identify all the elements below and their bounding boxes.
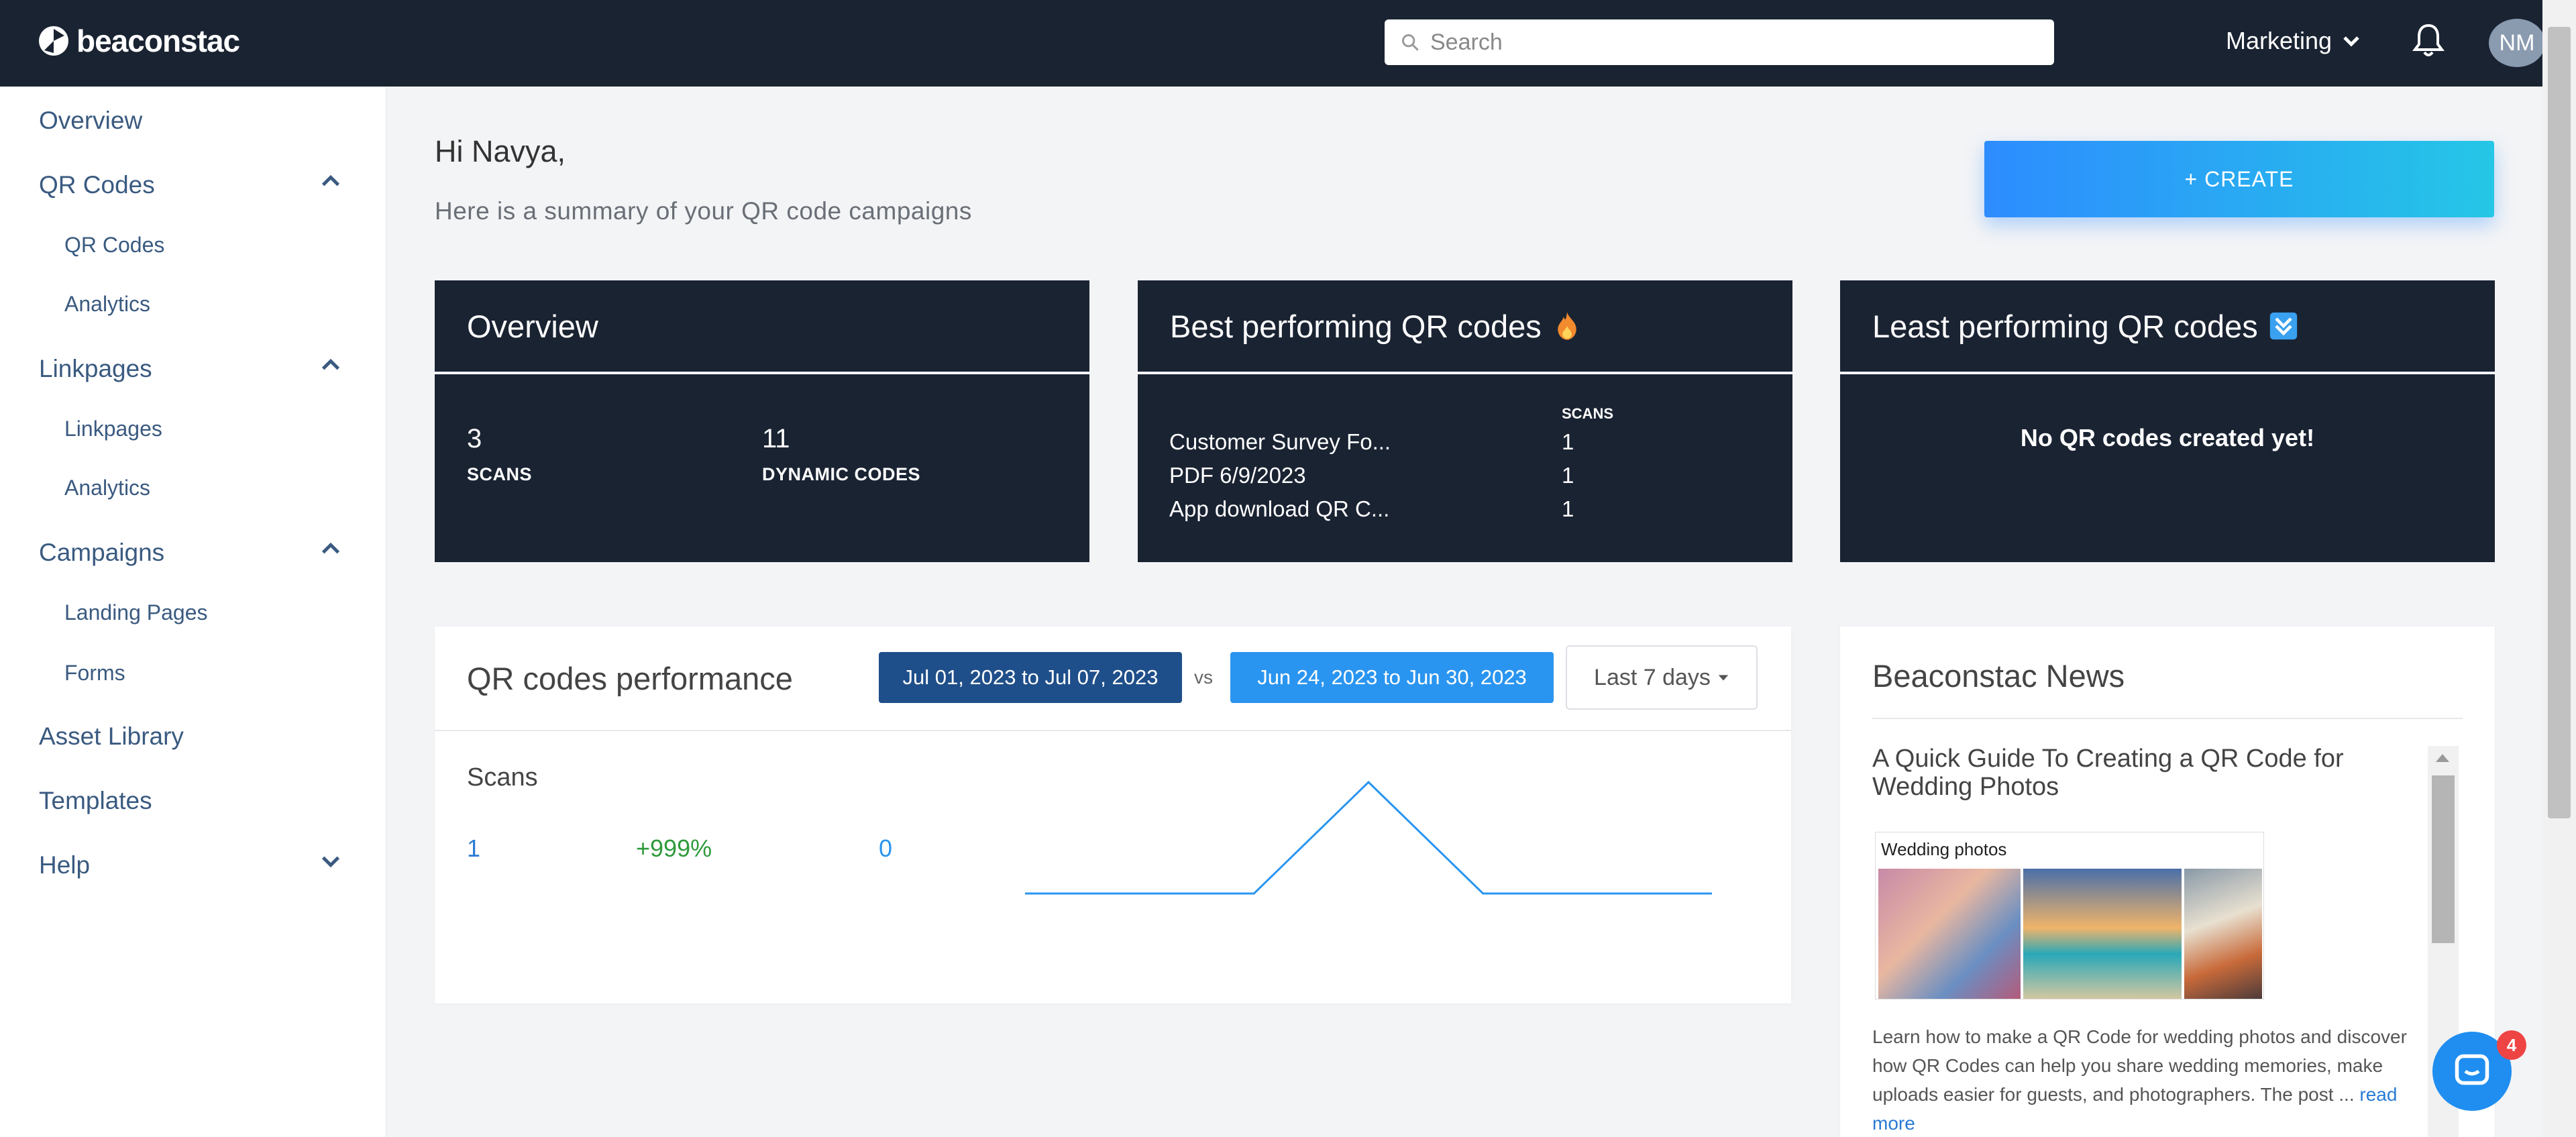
article-image-caption: Wedding photos — [1881, 839, 2007, 859]
sidebar-item-overview[interactable]: Overview — [39, 107, 143, 134]
logo-text: beaconstac — [76, 23, 240, 58]
search-icon — [1402, 34, 1419, 51]
previous-date-range[interactable]: Jun 24, 2023 to Jun 30, 2023 — [1230, 652, 1554, 703]
scans-series-line — [1025, 780, 1712, 895]
performance-divider — [435, 730, 1791, 731]
read-more-link[interactable]: read more — [1872, 1084, 2398, 1134]
chat-notification-badge: 4 — [2497, 1030, 2526, 1060]
sidebar-item-qr-analytics[interactable]: Analytics — [64, 292, 151, 316]
performance-title: QR codes performance — [467, 661, 793, 696]
overview-card-title: Overview — [435, 280, 1089, 374]
sidebar-group-help[interactable]: Help — [39, 851, 91, 879]
sidebar: Overview QR Codes QR Codes Analytics Lin… — [0, 87, 386, 1137]
top-bar: beaconstac Marketing NM — [0, 0, 2576, 87]
scans-label: SCANS — [467, 464, 533, 484]
article-excerpt: Learn how to make a QR Code for wedding … — [1872, 1022, 2429, 1137]
article-title[interactable]: A Quick Guide To Creating a QR Code for … — [1872, 745, 2344, 801]
metric-label: Scans — [467, 763, 538, 792]
wedding-photo-2 — [2023, 869, 2182, 999]
fire-icon — [1558, 312, 1576, 340]
chevron-up-icon[interactable] — [319, 354, 342, 376]
current-date-range[interactable]: Jul 01, 2023 to Jul 07, 2023 — [879, 652, 1182, 703]
best-row-name[interactable]: PDF 6/9/2023 — [1169, 463, 1306, 488]
news-scrollbar-thumb[interactable] — [2432, 775, 2455, 943]
range-dropdown-label: Last 7 days — [1594, 664, 1711, 690]
avatar-initials: NM — [2499, 30, 2535, 56]
page-scrollbar[interactable] — [2542, 0, 2576, 1137]
sidebar-item-landing-pages[interactable]: Landing Pages — [64, 600, 208, 625]
least-performing-title: Least performing QR codes — [1840, 280, 2495, 374]
best-row-scans: 1 — [1562, 496, 1574, 521]
create-button[interactable]: + CREATE — [1984, 141, 2494, 217]
least-empty-message: No QR codes created yet! — [2020, 424, 2315, 451]
wedding-photo-3 — [2184, 869, 2262, 999]
caret-down-icon — [1718, 675, 1729, 681]
chevron-down-icon[interactable] — [319, 850, 342, 873]
best-row-name[interactable]: Customer Survey Fo... — [1169, 429, 1391, 454]
user-avatar[interactable]: NM — [2489, 19, 2545, 67]
dynamic-codes-count: 11 — [762, 424, 790, 453]
beaconstac-logo[interactable]: beaconstac — [38, 23, 240, 59]
least-performing-card: Least performing QR codes — [1840, 280, 2495, 562]
current-scans-value: 1 — [467, 834, 481, 862]
greeting: Hi Navya, — [435, 134, 566, 168]
chevron-up-icon[interactable] — [319, 537, 342, 560]
sidebar-group-campaigns[interactable]: Campaigns — [39, 539, 165, 566]
scroll-up-arrow-icon[interactable] — [2436, 754, 2449, 762]
sidebar-item-linkpages-analytics[interactable]: Analytics — [64, 476, 151, 500]
best-row-scans: 1 — [1562, 429, 1574, 454]
least-performing-title-text: Least performing QR codes — [1872, 308, 2258, 344]
double-down-arrow-icon — [2269, 312, 2297, 340]
best-row-name[interactable]: App download QR C... — [1169, 496, 1390, 521]
best-performing-title-text: Best performing QR codes — [1170, 308, 1542, 344]
workspace-name: Marketing — [2226, 27, 2332, 54]
sidebar-item-qr-codes[interactable]: QR Codes — [64, 233, 165, 257]
article-image[interactable]: Wedding photos — [1875, 832, 2264, 999]
vs-label: vs — [1194, 667, 1213, 688]
search-input[interactable] — [1430, 29, 2034, 56]
scans-count: 3 — [467, 424, 482, 453]
news-panel: Beaconstac News A Quick Guide To Creatin… — [1840, 627, 2495, 1137]
article-body: Learn how to make a QR Code for wedding … — [1872, 1026, 2407, 1105]
chevron-up-icon[interactable] — [319, 170, 342, 193]
chevron-down-icon — [2343, 36, 2359, 47]
sidebar-item-asset-library[interactable]: Asset Library — [39, 722, 184, 750]
sidebar-group-qr-codes[interactable]: QR Codes — [39, 171, 155, 199]
page-scrollbar-thumb[interactable] — [2548, 27, 2571, 818]
sidebar-group-linkpages[interactable]: Linkpages — [39, 355, 152, 382]
overview-card: Overview — [435, 280, 1089, 562]
summary-subtitle: Here is a summary of your QR code campai… — [435, 197, 972, 225]
overview-title-text: Overview — [467, 308, 598, 344]
best-scans-header: SCANS — [1562, 405, 1614, 422]
range-dropdown[interactable]: Last 7 days — [1566, 645, 1758, 710]
best-performing-card: Best performing QR codes — [1138, 280, 1792, 562]
news-title: Beaconstac News — [1872, 658, 2125, 694]
previous-scans-value: 0 — [879, 834, 893, 862]
news-divider — [1872, 718, 2463, 719]
scans-sparkline-chart — [1025, 780, 1712, 895]
dynamic-codes-label: DYNAMIC CODES — [762, 464, 921, 484]
sidebar-item-linkpages[interactable]: Linkpages — [64, 417, 162, 441]
wedding-photo-1 — [1878, 869, 2021, 999]
sidebar-item-templates[interactable]: Templates — [39, 787, 152, 814]
sidebar-item-forms[interactable]: Forms — [64, 661, 125, 685]
best-performing-title: Best performing QR codes — [1138, 280, 1792, 374]
search-box[interactable] — [1385, 19, 2054, 65]
best-row-scans: 1 — [1562, 463, 1574, 488]
scans-change-percent: +999% — [636, 834, 712, 862]
bell-icon[interactable] — [2412, 23, 2445, 58]
workspace-dropdown[interactable]: Marketing — [2226, 27, 2361, 55]
beaconstac-logo-icon — [39, 26, 68, 56]
chat-icon — [2455, 1054, 2489, 1085]
